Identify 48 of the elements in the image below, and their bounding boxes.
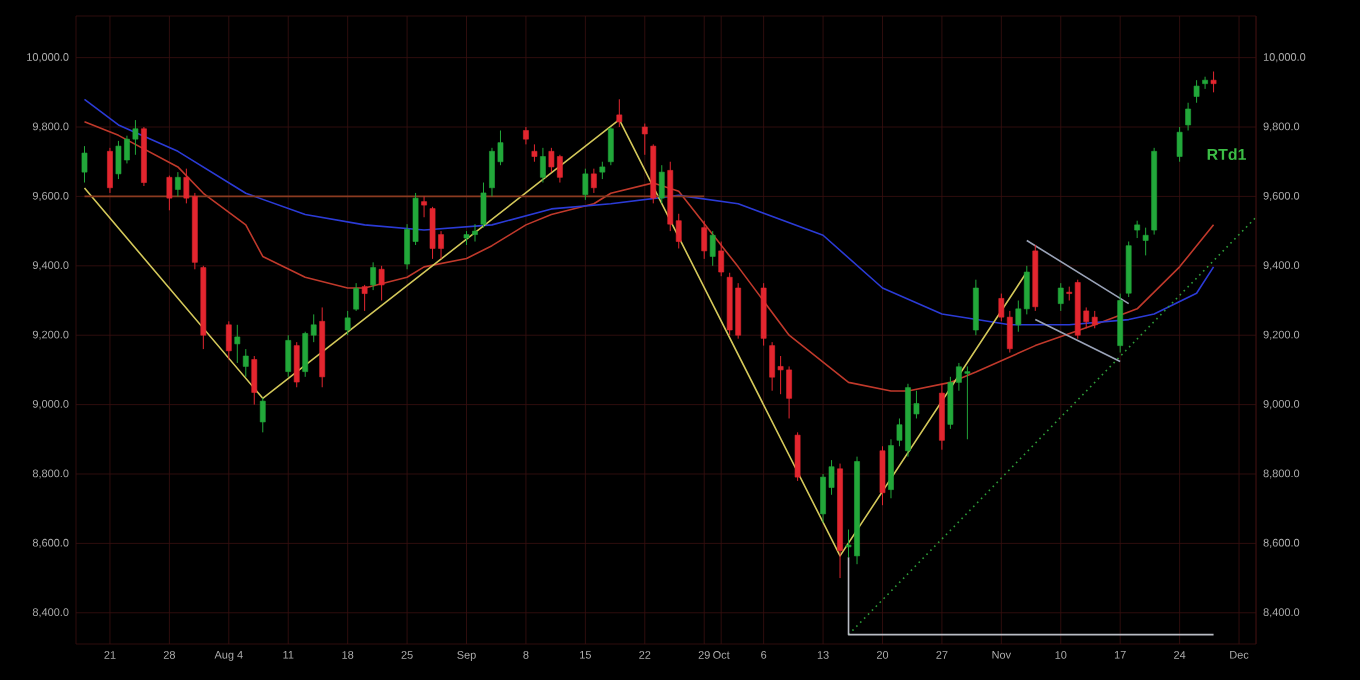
candlestick [361,284,368,312]
candlestick [175,171,181,197]
candlestick [939,383,945,451]
candlestick [658,164,665,204]
candlestick [641,123,648,156]
candlestick [132,119,139,156]
candlestick [1210,71,1217,93]
candlestick [607,126,614,166]
candlestick [591,168,597,194]
candlestick [259,397,266,433]
candlestick [888,438,894,499]
candlestick [429,206,436,260]
candlestick [973,279,979,336]
candlestick [353,282,359,312]
candlestick [709,230,716,267]
candlestick [582,168,589,201]
candlestick [225,320,232,360]
candlestick [1176,126,1183,163]
candlestick [701,220,708,260]
candlestick [234,324,241,364]
candlestick [370,261,376,291]
candlestick [1193,79,1200,104]
candlestick [166,175,173,211]
candlestick [107,147,113,194]
candlestick [794,431,801,482]
candlestick [285,334,292,378]
candlestick [378,265,385,302]
candlestick [1057,282,1064,312]
candlestick [242,348,249,378]
candlestick [344,310,351,336]
candlestick [480,182,487,229]
candlestick [115,140,122,180]
candlestick [1117,293,1124,354]
candlestick [548,147,555,173]
candlestick [616,98,623,128]
candlestick [540,147,546,184]
candlestick [251,355,258,406]
candlestick [81,145,88,184]
candlestick [879,445,886,506]
candlestick [293,341,300,388]
candlestick [1125,241,1132,298]
candlestick [718,241,725,277]
candlestick [1202,76,1208,90]
candlestick [421,195,427,218]
candlestick [1142,227,1149,256]
candlestick [964,365,971,440]
candlestick [302,331,309,378]
candlestick [1185,102,1191,131]
